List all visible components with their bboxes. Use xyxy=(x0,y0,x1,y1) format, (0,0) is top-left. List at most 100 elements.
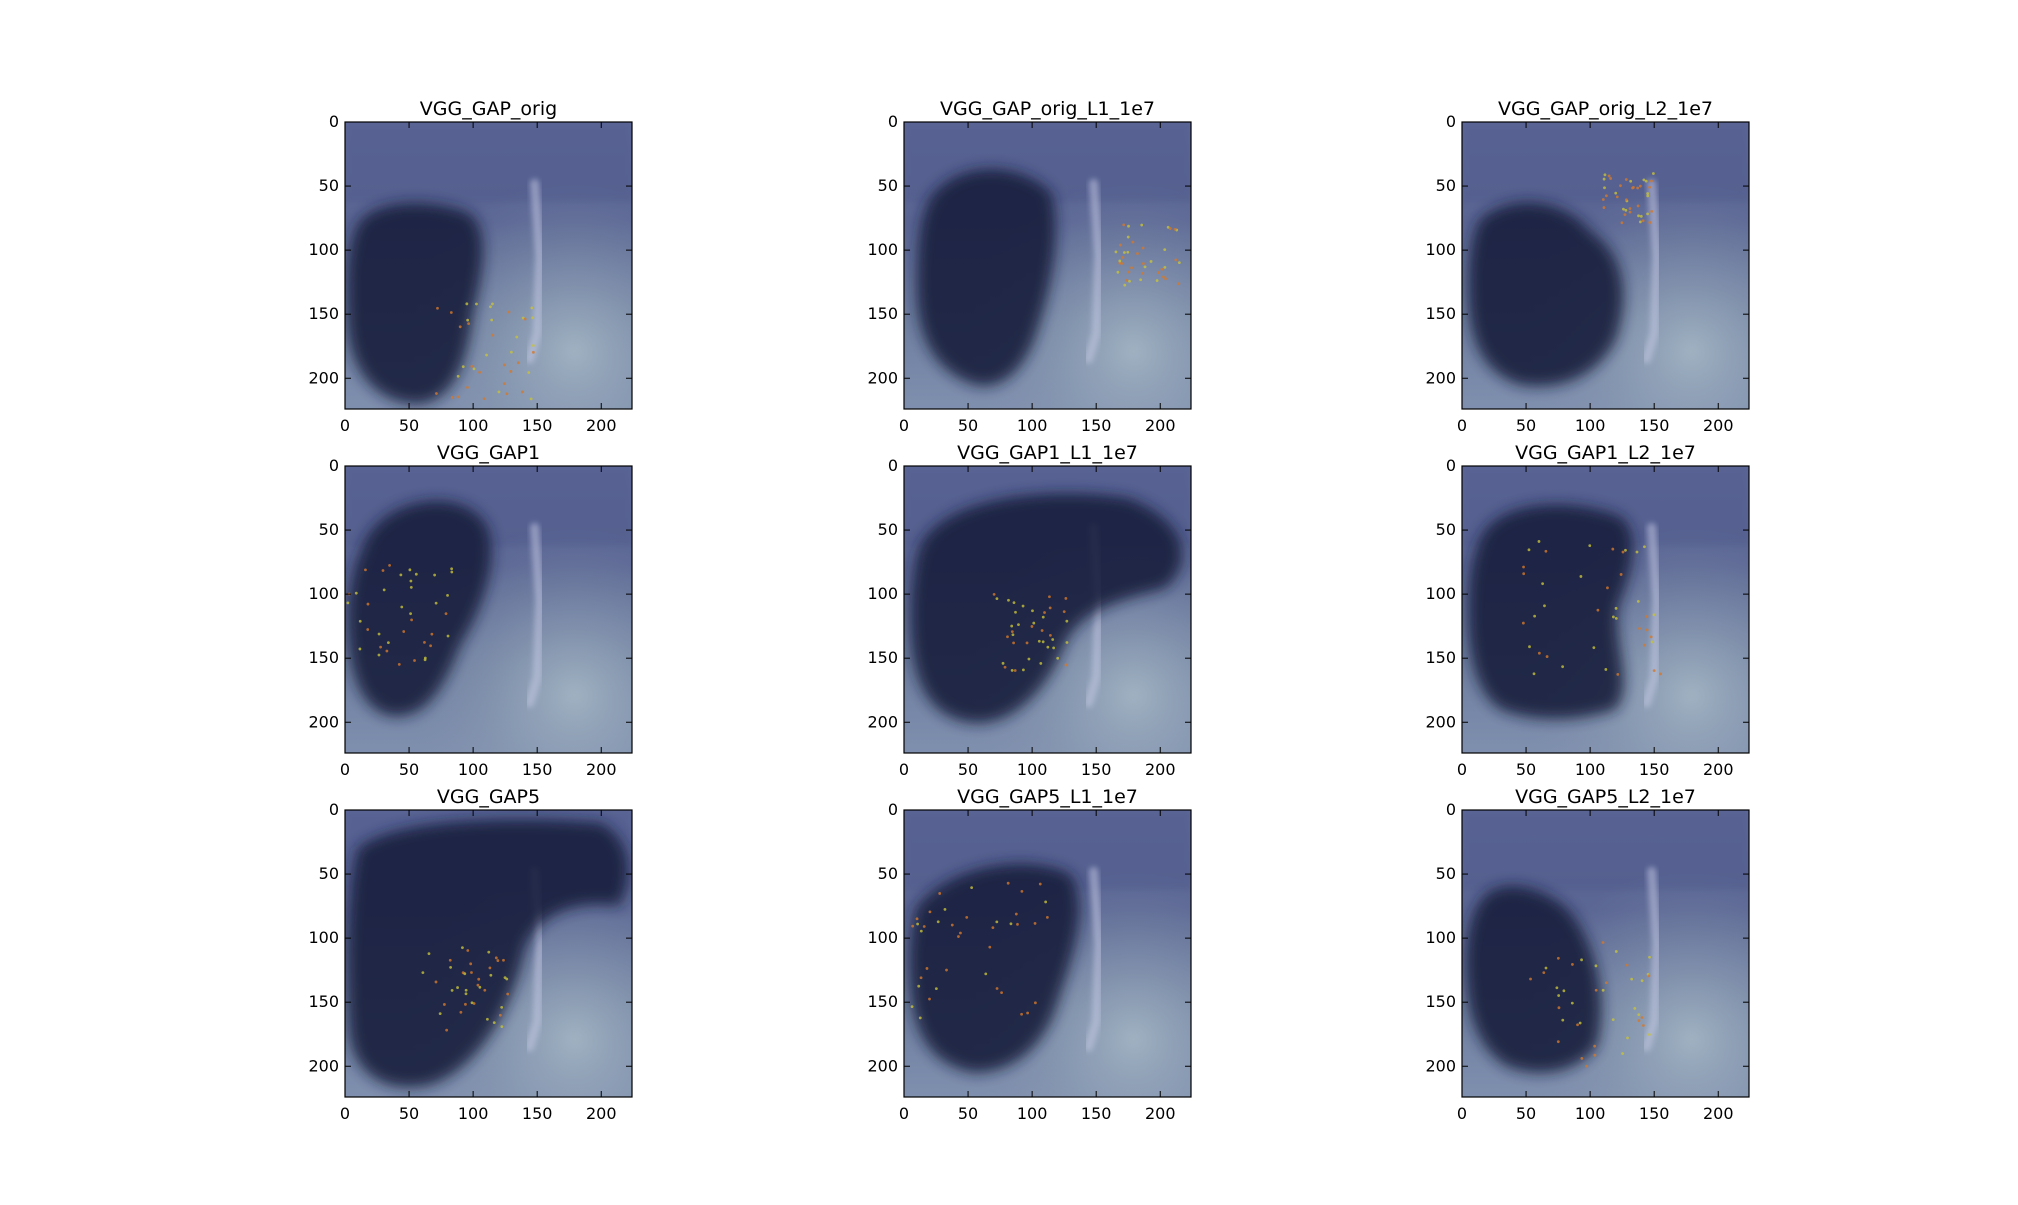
activation-spot xyxy=(464,992,468,996)
activation-spot xyxy=(995,987,999,990)
x-tick-label: 0 xyxy=(1457,1104,1467,1123)
activation-spot xyxy=(1041,615,1045,619)
y-tick-label: 50 xyxy=(319,176,339,195)
activation-spot xyxy=(500,1006,504,1009)
activation-spot xyxy=(1646,194,1650,198)
activation-spot xyxy=(464,1002,467,1006)
activation-spot xyxy=(1578,1021,1582,1025)
activation-spot xyxy=(450,988,454,992)
activation-spot xyxy=(1139,278,1143,282)
activation-spot xyxy=(1014,912,1018,916)
activation-spot xyxy=(1593,1044,1597,1048)
activation-spot xyxy=(934,987,938,991)
activation-spot xyxy=(1616,672,1620,676)
heatmap-overlay-image xyxy=(345,122,632,409)
y-tick-label: 100 xyxy=(308,584,339,603)
activation-spot xyxy=(1601,198,1605,201)
activation-spot xyxy=(482,397,486,401)
y-tick-label: 0 xyxy=(329,456,339,475)
activation-spot xyxy=(1114,250,1118,254)
activation-spot xyxy=(992,592,996,596)
activation-spot xyxy=(409,579,413,583)
activation-spot xyxy=(1580,1057,1584,1060)
x-tick-label: 100 xyxy=(1575,760,1606,779)
y-tick-label: 150 xyxy=(867,304,898,323)
activation-spot xyxy=(1628,210,1632,214)
activation-spot xyxy=(1637,1013,1641,1017)
subplot-panel: VGG_GAP_orig_L1_1e7 0 50 100 150 200 0 50 100 150… xyxy=(867,98,1192,435)
activation-spot xyxy=(1157,271,1160,274)
x-tick-label: 150 xyxy=(1081,416,1112,435)
activation-spot xyxy=(1128,279,1131,283)
activation-spot xyxy=(1119,243,1122,247)
activation-spot xyxy=(1602,177,1606,181)
activation-spot xyxy=(1640,979,1644,983)
activation-spot xyxy=(492,1021,496,1025)
y-tick-label: 150 xyxy=(1425,992,1456,1011)
activation-spot xyxy=(1556,956,1560,960)
activation-spot xyxy=(1177,282,1181,286)
heatmap-overlay-image xyxy=(904,466,1191,753)
x-tick-label: 200 xyxy=(1703,1104,1734,1123)
x-tick-label: 0 xyxy=(1457,416,1467,435)
activation-spot xyxy=(531,350,535,354)
activation-spot xyxy=(449,311,453,314)
activation-spot xyxy=(445,1028,449,1032)
activation-spot xyxy=(1126,235,1130,239)
activation-spot xyxy=(435,392,438,395)
subplot-panel: VGG_GAP_orig 0 50 100 150 200 0 50 100 150 200 xyxy=(308,98,633,435)
activation-spot xyxy=(458,325,462,329)
activation-spot xyxy=(506,992,510,996)
activation-spot xyxy=(377,653,381,657)
activation-spot xyxy=(1021,668,1025,672)
activation-spot xyxy=(1615,195,1619,199)
activation-spot xyxy=(1636,204,1640,208)
activation-spot xyxy=(1630,977,1634,981)
activation-spot xyxy=(470,971,473,974)
activation-spot xyxy=(1596,608,1600,612)
activation-spot xyxy=(970,886,974,890)
activation-spot xyxy=(915,917,919,921)
axes-frame xyxy=(1461,121,1750,410)
activation-spot xyxy=(1006,881,1010,885)
y-tick-label: 100 xyxy=(308,240,339,259)
activation-spot xyxy=(1177,261,1181,265)
activation-spot xyxy=(995,920,999,924)
axes-frame xyxy=(344,121,633,410)
activation-spot xyxy=(1649,635,1653,639)
y-tick-label: 0 xyxy=(329,112,339,131)
y-tick-label: 100 xyxy=(1425,928,1456,947)
subplot-title: VGG_GAP1_L2_1e7 xyxy=(1515,442,1696,464)
y-tick-label: 200 xyxy=(1425,712,1456,731)
activation-spot xyxy=(1012,641,1015,645)
activation-spot xyxy=(1537,651,1541,655)
activation-spot xyxy=(1051,638,1055,641)
activation-spot xyxy=(449,966,453,969)
activation-spot xyxy=(488,966,492,970)
y-tick-label: 150 xyxy=(308,304,339,323)
heatmap-overlay-image xyxy=(1462,122,1749,409)
activation-spot xyxy=(381,569,385,572)
activation-spot xyxy=(1527,548,1531,552)
activation-spot xyxy=(1136,252,1139,255)
activation-spot xyxy=(461,946,464,950)
activation-spot xyxy=(1528,645,1531,649)
activation-spot xyxy=(1642,178,1646,182)
activation-spot xyxy=(408,568,412,572)
subplot-title: VGG_GAP_orig_L1_1e7 xyxy=(940,98,1155,120)
activation-spot xyxy=(1064,663,1068,667)
activation-spot xyxy=(516,361,520,365)
activation-spot xyxy=(928,910,932,914)
figure-person-silhouette xyxy=(1084,179,1104,364)
x-tick-label: 0 xyxy=(340,1104,350,1123)
activation-spot xyxy=(1030,625,1034,628)
activation-spot xyxy=(476,983,480,987)
axes-frame xyxy=(903,465,1192,754)
activation-spot xyxy=(928,997,931,1001)
y-tick-label: 200 xyxy=(308,368,339,387)
activation-spot xyxy=(1645,628,1649,632)
activation-spot xyxy=(1652,669,1656,673)
activation-spot xyxy=(925,967,929,970)
activation-spot xyxy=(1143,265,1147,269)
